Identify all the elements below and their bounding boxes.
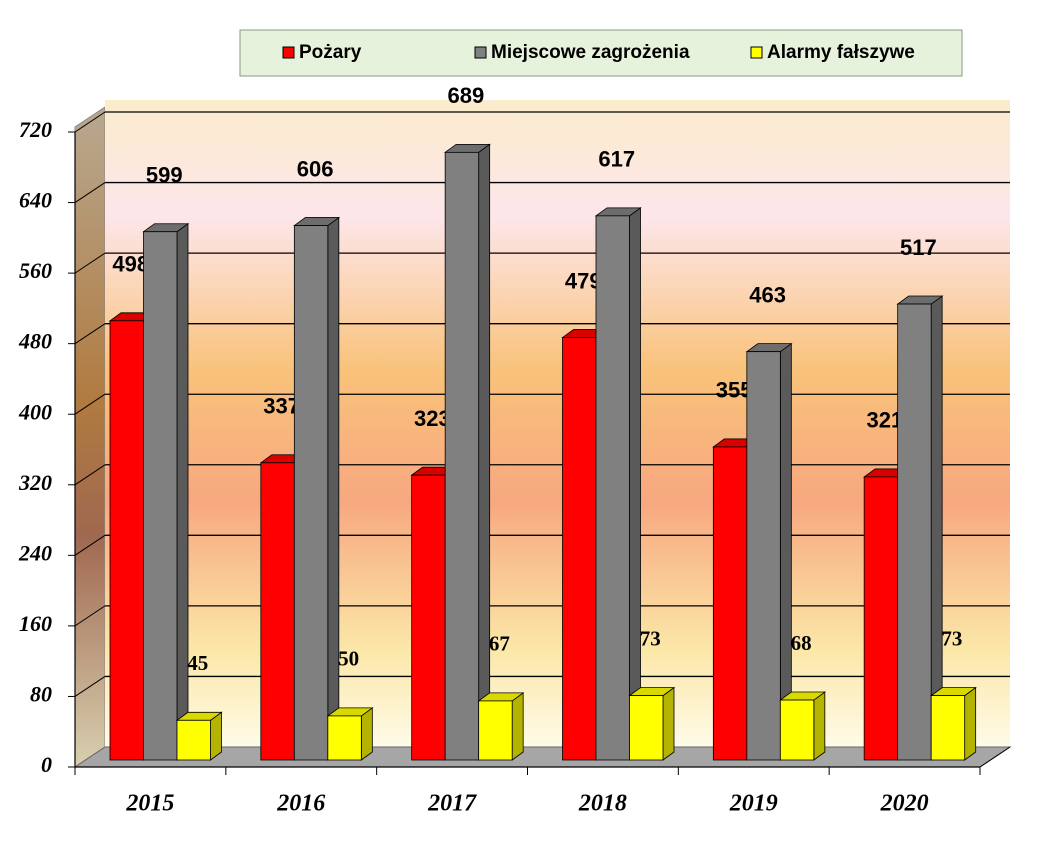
data-label: 355 — [716, 378, 753, 403]
legend-label: Miejscowe zagrożenia — [491, 42, 690, 63]
bar-front — [478, 700, 513, 761]
bar — [628, 686, 676, 761]
legend-label: Alarmy fałszywe — [767, 42, 915, 63]
bar-front — [293, 225, 329, 761]
x-tick-label: 2015 — [125, 791, 174, 817]
bar-front — [779, 699, 815, 761]
bar-front — [411, 474, 446, 761]
data-label: 323 — [414, 406, 451, 431]
data-label: 45 — [187, 651, 208, 675]
bar-side — [964, 686, 977, 761]
bar-front — [176, 719, 211, 761]
y-tick-label: 240 — [18, 540, 52, 565]
bar — [326, 707, 374, 761]
grid-line-side — [74, 676, 106, 697]
side-wall — [74, 106, 106, 768]
floor-edge — [979, 746, 1011, 768]
bar-front — [444, 151, 480, 761]
bar-front — [143, 231, 178, 761]
bar — [594, 207, 642, 761]
legend-swatch — [282, 46, 295, 59]
data-label: 498 — [112, 252, 149, 277]
back-wall — [105, 100, 1010, 747]
bar — [175, 711, 223, 761]
x-tick-label: 2017 — [427, 791, 477, 817]
y-tick-label: 0 — [41, 752, 52, 777]
y-tick-label: 480 — [18, 329, 52, 354]
data-label: 68 — [791, 631, 812, 655]
y-tick-label: 80 — [30, 681, 52, 706]
x-tick-label: 2018 — [578, 791, 627, 817]
x-tick-label: 2016 — [276, 791, 325, 817]
bar-front — [930, 695, 966, 761]
bar-front — [260, 462, 295, 761]
data-label: 73 — [640, 626, 661, 650]
bar-side — [360, 707, 373, 761]
grid-line-side — [74, 252, 106, 274]
bar — [293, 216, 341, 761]
y-tick-label: 720 — [19, 117, 52, 142]
bar-side — [478, 143, 491, 761]
bar-front — [595, 215, 630, 761]
data-label: 479 — [565, 268, 602, 293]
bar-front — [629, 695, 664, 761]
bar — [477, 692, 525, 761]
bar-side — [813, 691, 826, 761]
data-label: 321 — [867, 408, 904, 433]
legend: Pożary Miejscowe zagrożenia Alarmy fałszyw… — [239, 29, 963, 77]
y-tick-label: 640 — [19, 188, 52, 213]
data-label: 337 — [263, 394, 300, 419]
data-label: 73 — [941, 626, 962, 650]
bar-front — [712, 446, 748, 761]
bar-front — [109, 320, 144, 761]
grid-line-side — [74, 393, 106, 415]
legend-swatch — [474, 46, 487, 59]
grid-line-side — [74, 323, 106, 345]
data-label: 689 — [448, 83, 485, 108]
bar-front — [897, 303, 932, 761]
bar-side — [327, 216, 340, 761]
bar — [142, 222, 190, 761]
bar-front — [746, 351, 781, 761]
y-tick-label: 160 — [19, 611, 52, 636]
bar-side — [629, 207, 641, 761]
data-label: 606 — [297, 156, 334, 181]
bar-side — [511, 692, 524, 761]
bar-front — [562, 337, 597, 761]
data-label: 599 — [146, 163, 183, 188]
bar-front — [863, 476, 899, 761]
bar-front — [327, 715, 362, 761]
grid-line-side — [74, 464, 106, 486]
bar — [779, 691, 827, 761]
data-label: 50 — [338, 647, 359, 671]
bar — [929, 686, 977, 761]
bar-side — [176, 222, 189, 761]
data-label: 463 — [749, 282, 786, 307]
grid-line-side — [74, 605, 106, 627]
data-label: 67 — [489, 632, 510, 656]
x-tick-label: 2019 — [729, 791, 778, 817]
x-tick-label: 2020 — [880, 791, 929, 817]
grid-line-side — [74, 534, 106, 556]
bar — [745, 342, 793, 761]
grid-line-side — [74, 182, 106, 203]
y-tick-label: 320 — [18, 470, 52, 495]
data-label: 617 — [598, 147, 635, 172]
y-tick-label: 400 — [18, 399, 52, 424]
grid-line-side — [74, 111, 106, 133]
y-tick-label: 560 — [19, 258, 52, 283]
bar — [443, 143, 491, 761]
legend-label: Pożary — [299, 42, 362, 63]
legend-swatch — [750, 46, 763, 59]
data-label: 517 — [900, 235, 937, 260]
bar — [896, 295, 944, 761]
legend-box — [239, 29, 963, 77]
bar-side — [662, 686, 675, 761]
